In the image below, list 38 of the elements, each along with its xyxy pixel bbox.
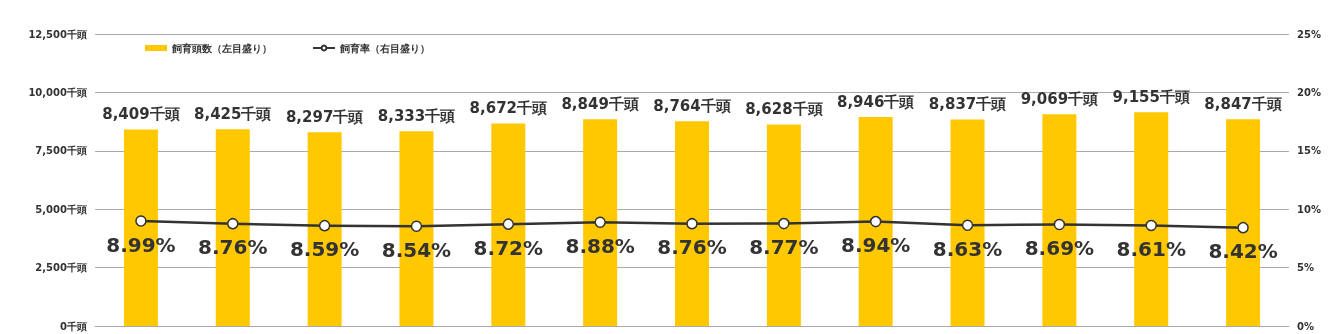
data-label: 8,764千頭 — [653, 96, 731, 115]
data-label: 8.77% — [749, 235, 819, 260]
data-label: 8,847千頭 — [1204, 94, 1282, 113]
data-label: 8,837千頭 — [928, 95, 1007, 114]
legend-label: 飼育率（右目盛り） — [339, 42, 430, 54]
data-label: 8,672千頭 — [469, 98, 548, 117]
data-label: 9,155千頭 — [1112, 87, 1190, 106]
data-label: 8,425千頭 — [194, 104, 272, 123]
data-label: 8.63% — [932, 236, 1003, 261]
y-tick-label: 12,500千頭 — [28, 28, 87, 40]
y2-tick-label: 15% — [1297, 145, 1321, 157]
data-label: 8,333千頭 — [377, 106, 456, 125]
data-label: 8,297千頭 — [285, 107, 364, 126]
data-label: 8.42% — [1208, 239, 1278, 264]
legend-label: 飼育頭数（左目盛り） — [171, 42, 272, 54]
y2-tick-label: 20% — [1297, 86, 1321, 98]
data-label: 8,946千頭 — [836, 92, 915, 111]
data-label: 8.54% — [381, 238, 452, 262]
data-label: 8,849千頭 — [561, 94, 639, 113]
data-label: 8,628千頭 — [745, 99, 823, 118]
data-label: 8.88% — [565, 234, 635, 259]
data-label: 9,069千頭 — [1020, 89, 1099, 108]
y2-tick-label: 5% — [1297, 262, 1314, 274]
data-label: 8.99% — [106, 232, 176, 257]
data-label: 8,409千頭 — [102, 105, 180, 124]
y2-tick-label: 25% — [1297, 28, 1321, 40]
data-label: 8.69% — [1024, 236, 1095, 261]
data-label: 8.59% — [289, 237, 360, 262]
y-tick-label: 5,000千頭 — [35, 203, 87, 215]
data-label: 8.76% — [657, 235, 727, 260]
y-tick-label: 0千頭 — [60, 320, 87, 332]
y-tick-label: 10,000千頭 — [28, 86, 87, 98]
y2-tick-label: 0% — [1297, 320, 1314, 332]
data-label: 8.94% — [841, 233, 911, 258]
y-tick-label: 2,500千頭 — [35, 262, 87, 274]
y-tick-label: 7,500千頭 — [35, 145, 87, 157]
y2-tick-label: 10% — [1297, 203, 1321, 215]
data-label: 8.76% — [198, 235, 268, 260]
